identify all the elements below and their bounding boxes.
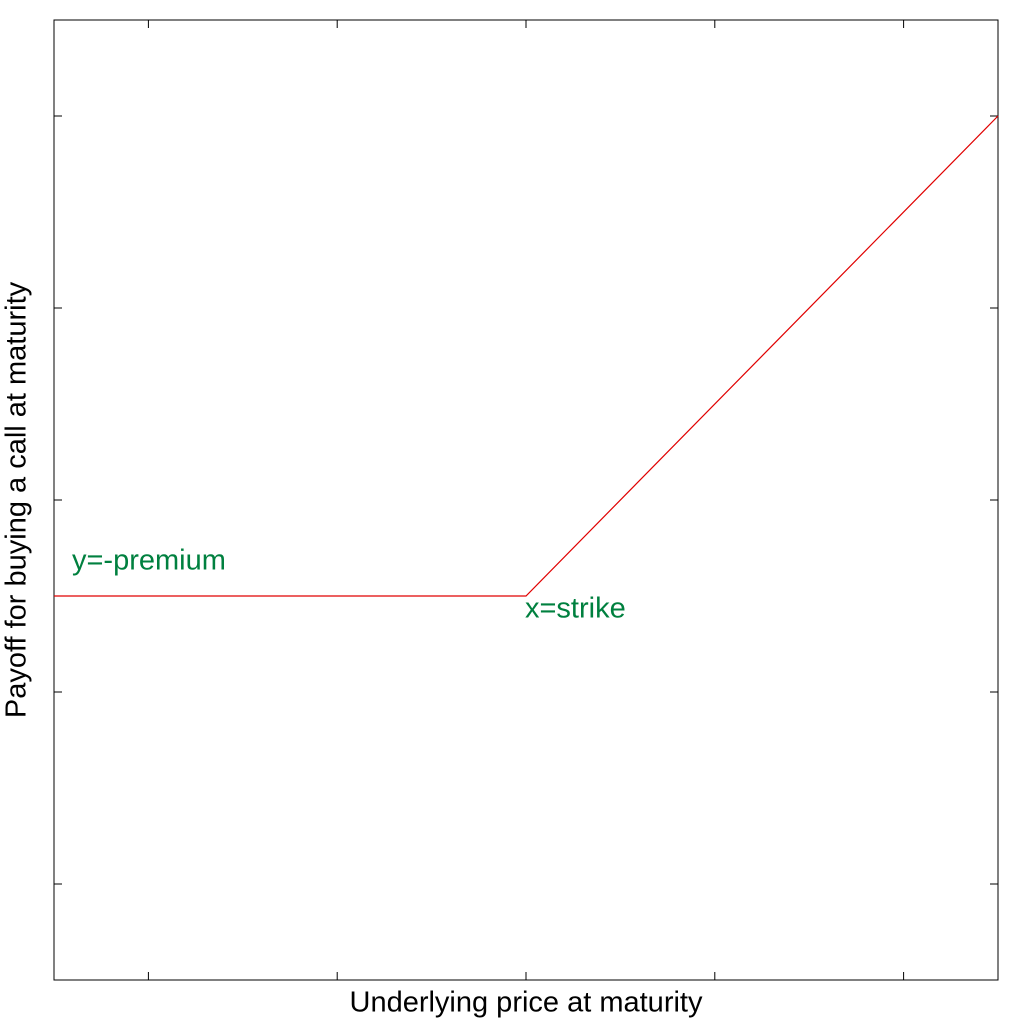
payoff-line: [54, 115, 999, 597]
plot-frame: [53, 19, 999, 981]
annotation: y=-premium: [72, 545, 226, 577]
y-axis-label: Payoff for buying a call at maturity: [1, 281, 33, 718]
annotation: x=strike: [525, 593, 626, 625]
x-axis-label: Underlying price at maturity: [350, 987, 703, 1019]
